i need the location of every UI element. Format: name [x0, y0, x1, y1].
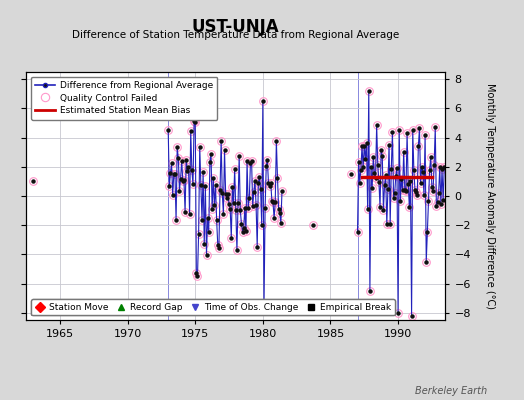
Text: Berkeley Earth: Berkeley Earth [415, 386, 487, 396]
Y-axis label: Monthly Temperature Anomaly Difference (°C): Monthly Temperature Anomaly Difference (… [485, 83, 495, 309]
Legend: Station Move, Record Gap, Time of Obs. Change, Empirical Break: Station Move, Record Gap, Time of Obs. C… [31, 299, 395, 316]
Text: Difference of Station Temperature Data from Regional Average: Difference of Station Temperature Data f… [72, 30, 399, 40]
Text: UST-UNJA: UST-UNJA [192, 18, 280, 36]
